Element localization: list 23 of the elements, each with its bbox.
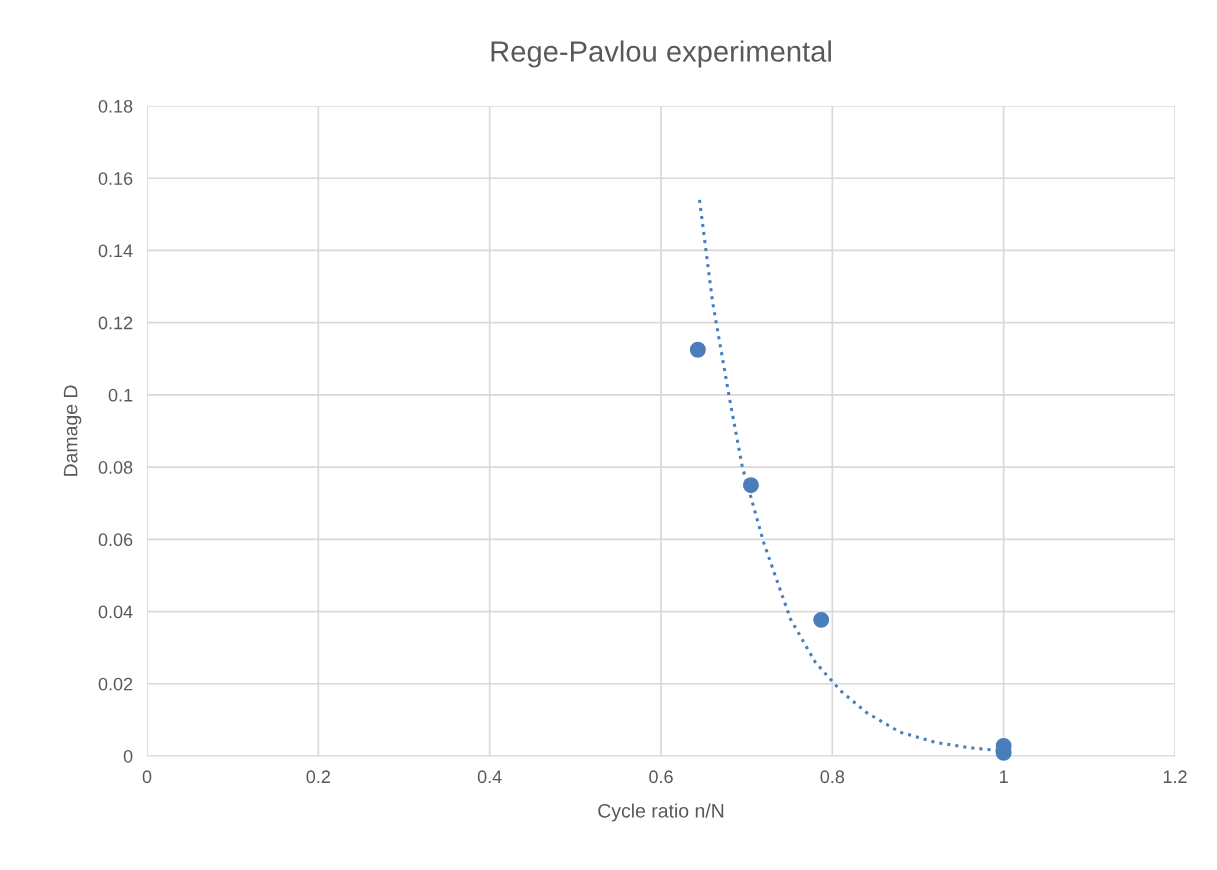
x-tick-label: 0.6 — [649, 770, 673, 784]
point — [813, 611, 830, 628]
y-tick-label: 0 — [123, 749, 133, 763]
y-tick-label: 0.02 — [98, 677, 133, 691]
y-tick-label: 0.14 — [98, 244, 133, 258]
y-tick-label: 0.1 — [108, 388, 133, 402]
x-tick-label: 0 — [142, 770, 152, 784]
x-axis-title: Cycle ratio n/N — [598, 803, 724, 822]
y-tick-label: 0.06 — [98, 533, 133, 547]
x-tick-label: 1 — [1000, 770, 1008, 783]
point — [689, 341, 706, 358]
y-tick-label: 0.08 — [98, 461, 133, 474]
y-tick-label: 0.04 — [98, 605, 133, 619]
x-tick-label: 1.2 — [1163, 770, 1187, 783]
x-tick-label: 0.4 — [477, 770, 502, 784]
y-tick-label: 0.18 — [98, 99, 133, 113]
y-tick-label: 0.16 — [98, 172, 133, 185]
y-axis-title: Damage D — [63, 385, 82, 476]
x-tick-label: 0.2 — [306, 770, 330, 784]
chart-title: Rege-Pavlou experimental — [491, 40, 831, 68]
point — [742, 477, 759, 494]
y-tick-label: 0.12 — [98, 316, 133, 330]
x-tick-label: 0.8 — [820, 770, 845, 784]
